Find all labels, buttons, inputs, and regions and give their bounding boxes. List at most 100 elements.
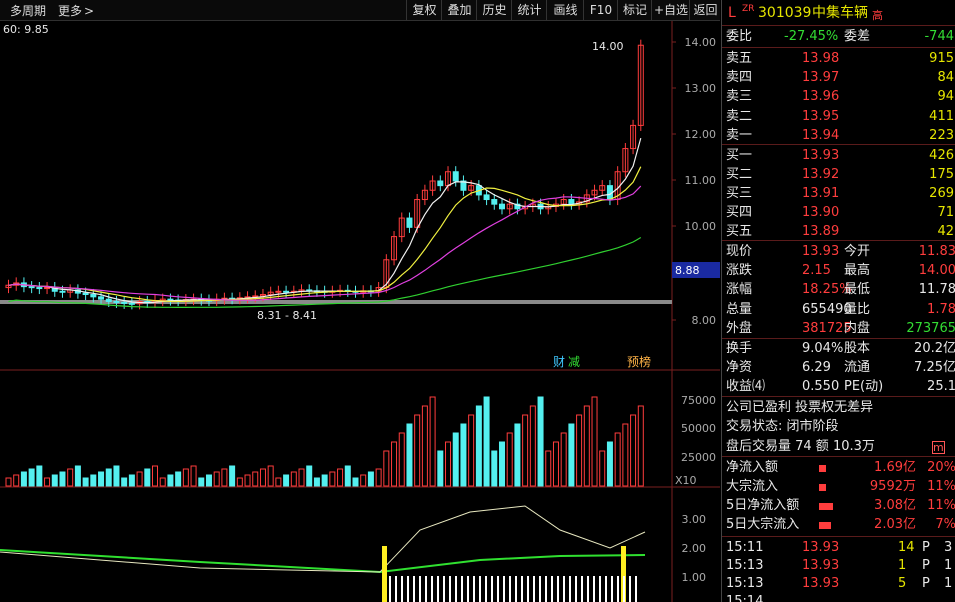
volume-bar: [28, 468, 35, 487]
high-annotation: 14.00: [592, 40, 624, 53]
indicator-tick: 3.00: [682, 513, 707, 526]
volume-bar: [352, 477, 359, 487]
quote-panel: L ZR 301039 中集车辆 高 委比 -27.45% 委差 -744 卖五…: [721, 0, 955, 602]
candle: [630, 124, 637, 150]
candle: [128, 302, 135, 305]
volume-bar: [391, 441, 398, 487]
volume-bar: [74, 465, 81, 487]
candle: [452, 171, 459, 182]
tick-row: 15:13 13.93 1 P 1: [726, 558, 953, 573]
tick-row: 15:14: [726, 594, 764, 602]
volume-tick: 25000: [681, 451, 716, 464]
volume-bar: [44, 477, 51, 487]
volume-bar: [614, 432, 621, 487]
chevron-right-icon: >: [84, 4, 95, 18]
volume-bar: [221, 468, 228, 487]
volume-bar: [252, 471, 259, 487]
toolbar-button-3[interactable]: 统计: [511, 0, 547, 20]
volume-bar: [514, 423, 521, 487]
volume-tick: 75000: [681, 394, 716, 407]
volume-bar: [306, 465, 313, 487]
volume-bar: [360, 474, 367, 487]
badge-reduce[interactable]: 减: [568, 355, 580, 369]
flag-high: 高: [872, 9, 883, 22]
stat-row: 外盘 381725 内盘 273765: [726, 320, 955, 336]
candle: [82, 292, 89, 296]
ask-row: 卖一 13.94 223: [726, 127, 954, 143]
bid-row: 买四 13.90 71: [726, 205, 954, 220]
ma60-label: 60: 9.85: [3, 23, 49, 36]
volume-bar: [159, 477, 166, 487]
volume-bar: [121, 477, 128, 487]
candle: [568, 199, 575, 205]
multi-period-button[interactable]: 多周期: [10, 4, 47, 18]
flow-bar: [819, 522, 831, 529]
volume-bar: [167, 474, 174, 487]
toolbar-button-7[interactable]: +自选: [651, 0, 690, 20]
toolbar-button-5[interactable]: F10: [583, 0, 618, 20]
volume-bar: [637, 405, 644, 487]
volume-bar: [506, 432, 513, 487]
volume-bar: [421, 405, 428, 487]
badge-forecast[interactable]: 预榜: [627, 354, 651, 369]
volume-bar: [537, 396, 544, 487]
flow-row: 大宗流入 9592万 11%: [726, 479, 955, 494]
volume-bar: [591, 396, 598, 487]
tick-row: 15:13 13.93 5 P 1: [726, 576, 953, 591]
flow-bar: [819, 465, 826, 472]
note-row: 交易状态: 闭市阶段: [726, 419, 839, 434]
chart-toolbar: 多周期 更多 > 复权 叠加 历史 统计 画线 F10 标记 +自选 返回: [0, 0, 720, 21]
candle: [259, 294, 266, 297]
toolbar-button-2[interactable]: 历史: [476, 0, 512, 20]
volume-bar: [552, 441, 559, 487]
stock-code: 301039: [758, 5, 812, 21]
toolbar-button-8[interactable]: 返回: [689, 0, 721, 20]
volume-bar: [583, 405, 590, 487]
toolbar-button-4[interactable]: 画线: [546, 0, 584, 20]
flow-row: 5日大宗流入 2.03亿 7%: [726, 517, 955, 532]
volume-bar: [606, 441, 613, 487]
toolbar-button-0[interactable]: 复权: [406, 0, 442, 20]
current-price-tag: 8.88: [675, 264, 700, 277]
ask-row: 卖二 13.95 411: [726, 108, 954, 124]
more-button[interactable]: 更多 >: [58, 4, 95, 18]
candle: [460, 180, 467, 191]
toolbar-button-1[interactable]: 叠加: [441, 0, 477, 20]
ask-row: 卖四 13.97 84: [726, 70, 954, 86]
price-tick: 10.00: [685, 220, 717, 233]
price-tick: 13.00: [685, 82, 717, 95]
volume-bar: [236, 477, 243, 487]
toolbar-button-6[interactable]: 标记: [617, 0, 652, 20]
candle: [398, 217, 405, 238]
volume-bar: [283, 474, 290, 487]
detail-icon[interactable]: m: [932, 441, 945, 454]
flow-bar: [819, 484, 826, 491]
price-tick: 11.00: [685, 174, 717, 187]
volume-unit: X10: [675, 474, 697, 487]
volume-bar: [205, 474, 212, 487]
low-annotation: 8.31 - 8.41: [257, 309, 317, 322]
moving-averages: [8, 137, 642, 308]
kline-chart[interactable]: 60: 9.85 14.00 13.00 12.00 11.00 10.00 8.00 8…: [0, 0, 720, 602]
indicator-tick: 2.00: [682, 542, 707, 555]
stat2-row: 净资 6.29 流通 7.25亿: [726, 360, 955, 375]
badge-finance[interactable]: 财: [553, 355, 565, 369]
volume-bar: [468, 414, 475, 487]
volume-bar: [475, 405, 482, 487]
volume-bar: [98, 471, 105, 487]
candle: [506, 203, 513, 210]
candle: [406, 217, 413, 228]
volume-bar: [367, 471, 374, 487]
bid-row: 买一 13.93 426: [726, 148, 954, 163]
volume-bar: [175, 471, 182, 487]
volume-bar: [59, 471, 66, 487]
volume-bar: [82, 477, 89, 487]
volume-bar: [622, 423, 629, 487]
bid-row: 买五 13.89 42: [726, 224, 954, 239]
candle: [468, 185, 475, 191]
stat-row: 总量 655490 量比 1.78: [726, 301, 955, 317]
flag-l: L: [728, 5, 736, 21]
volume-bar: [90, 474, 97, 487]
indicator-tick: 1.00: [682, 571, 707, 584]
